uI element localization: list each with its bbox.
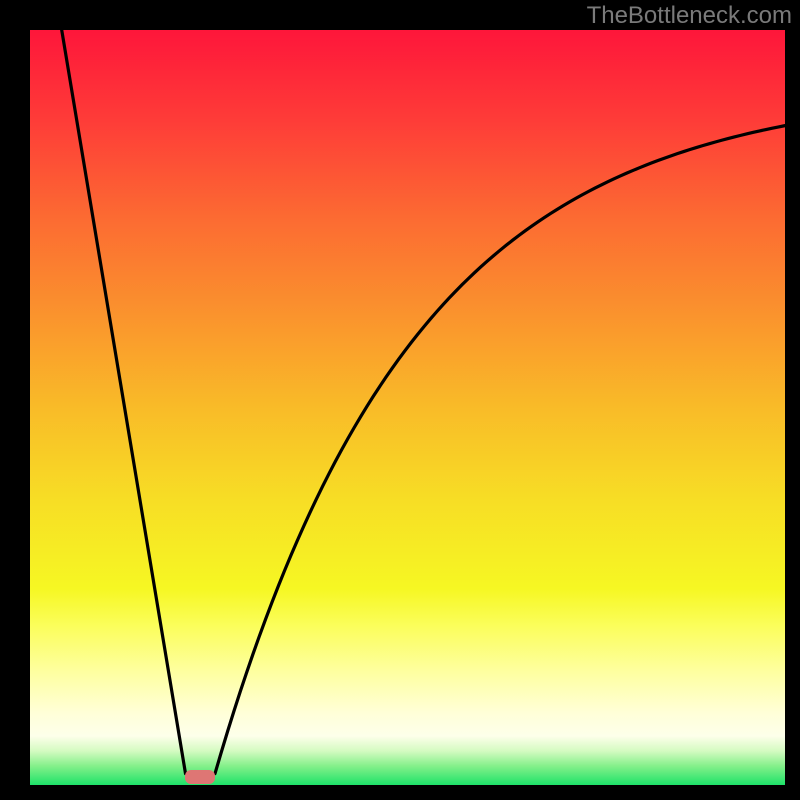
curve-left-branch — [62, 30, 186, 774]
curve-right-branch — [215, 126, 785, 774]
minimum-marker — [185, 770, 215, 784]
chart-frame: TheBottleneck.com — [0, 0, 800, 800]
plot-area — [30, 30, 785, 785]
watermark-text: TheBottleneck.com — [587, 2, 792, 30]
curve-layer — [30, 30, 785, 785]
